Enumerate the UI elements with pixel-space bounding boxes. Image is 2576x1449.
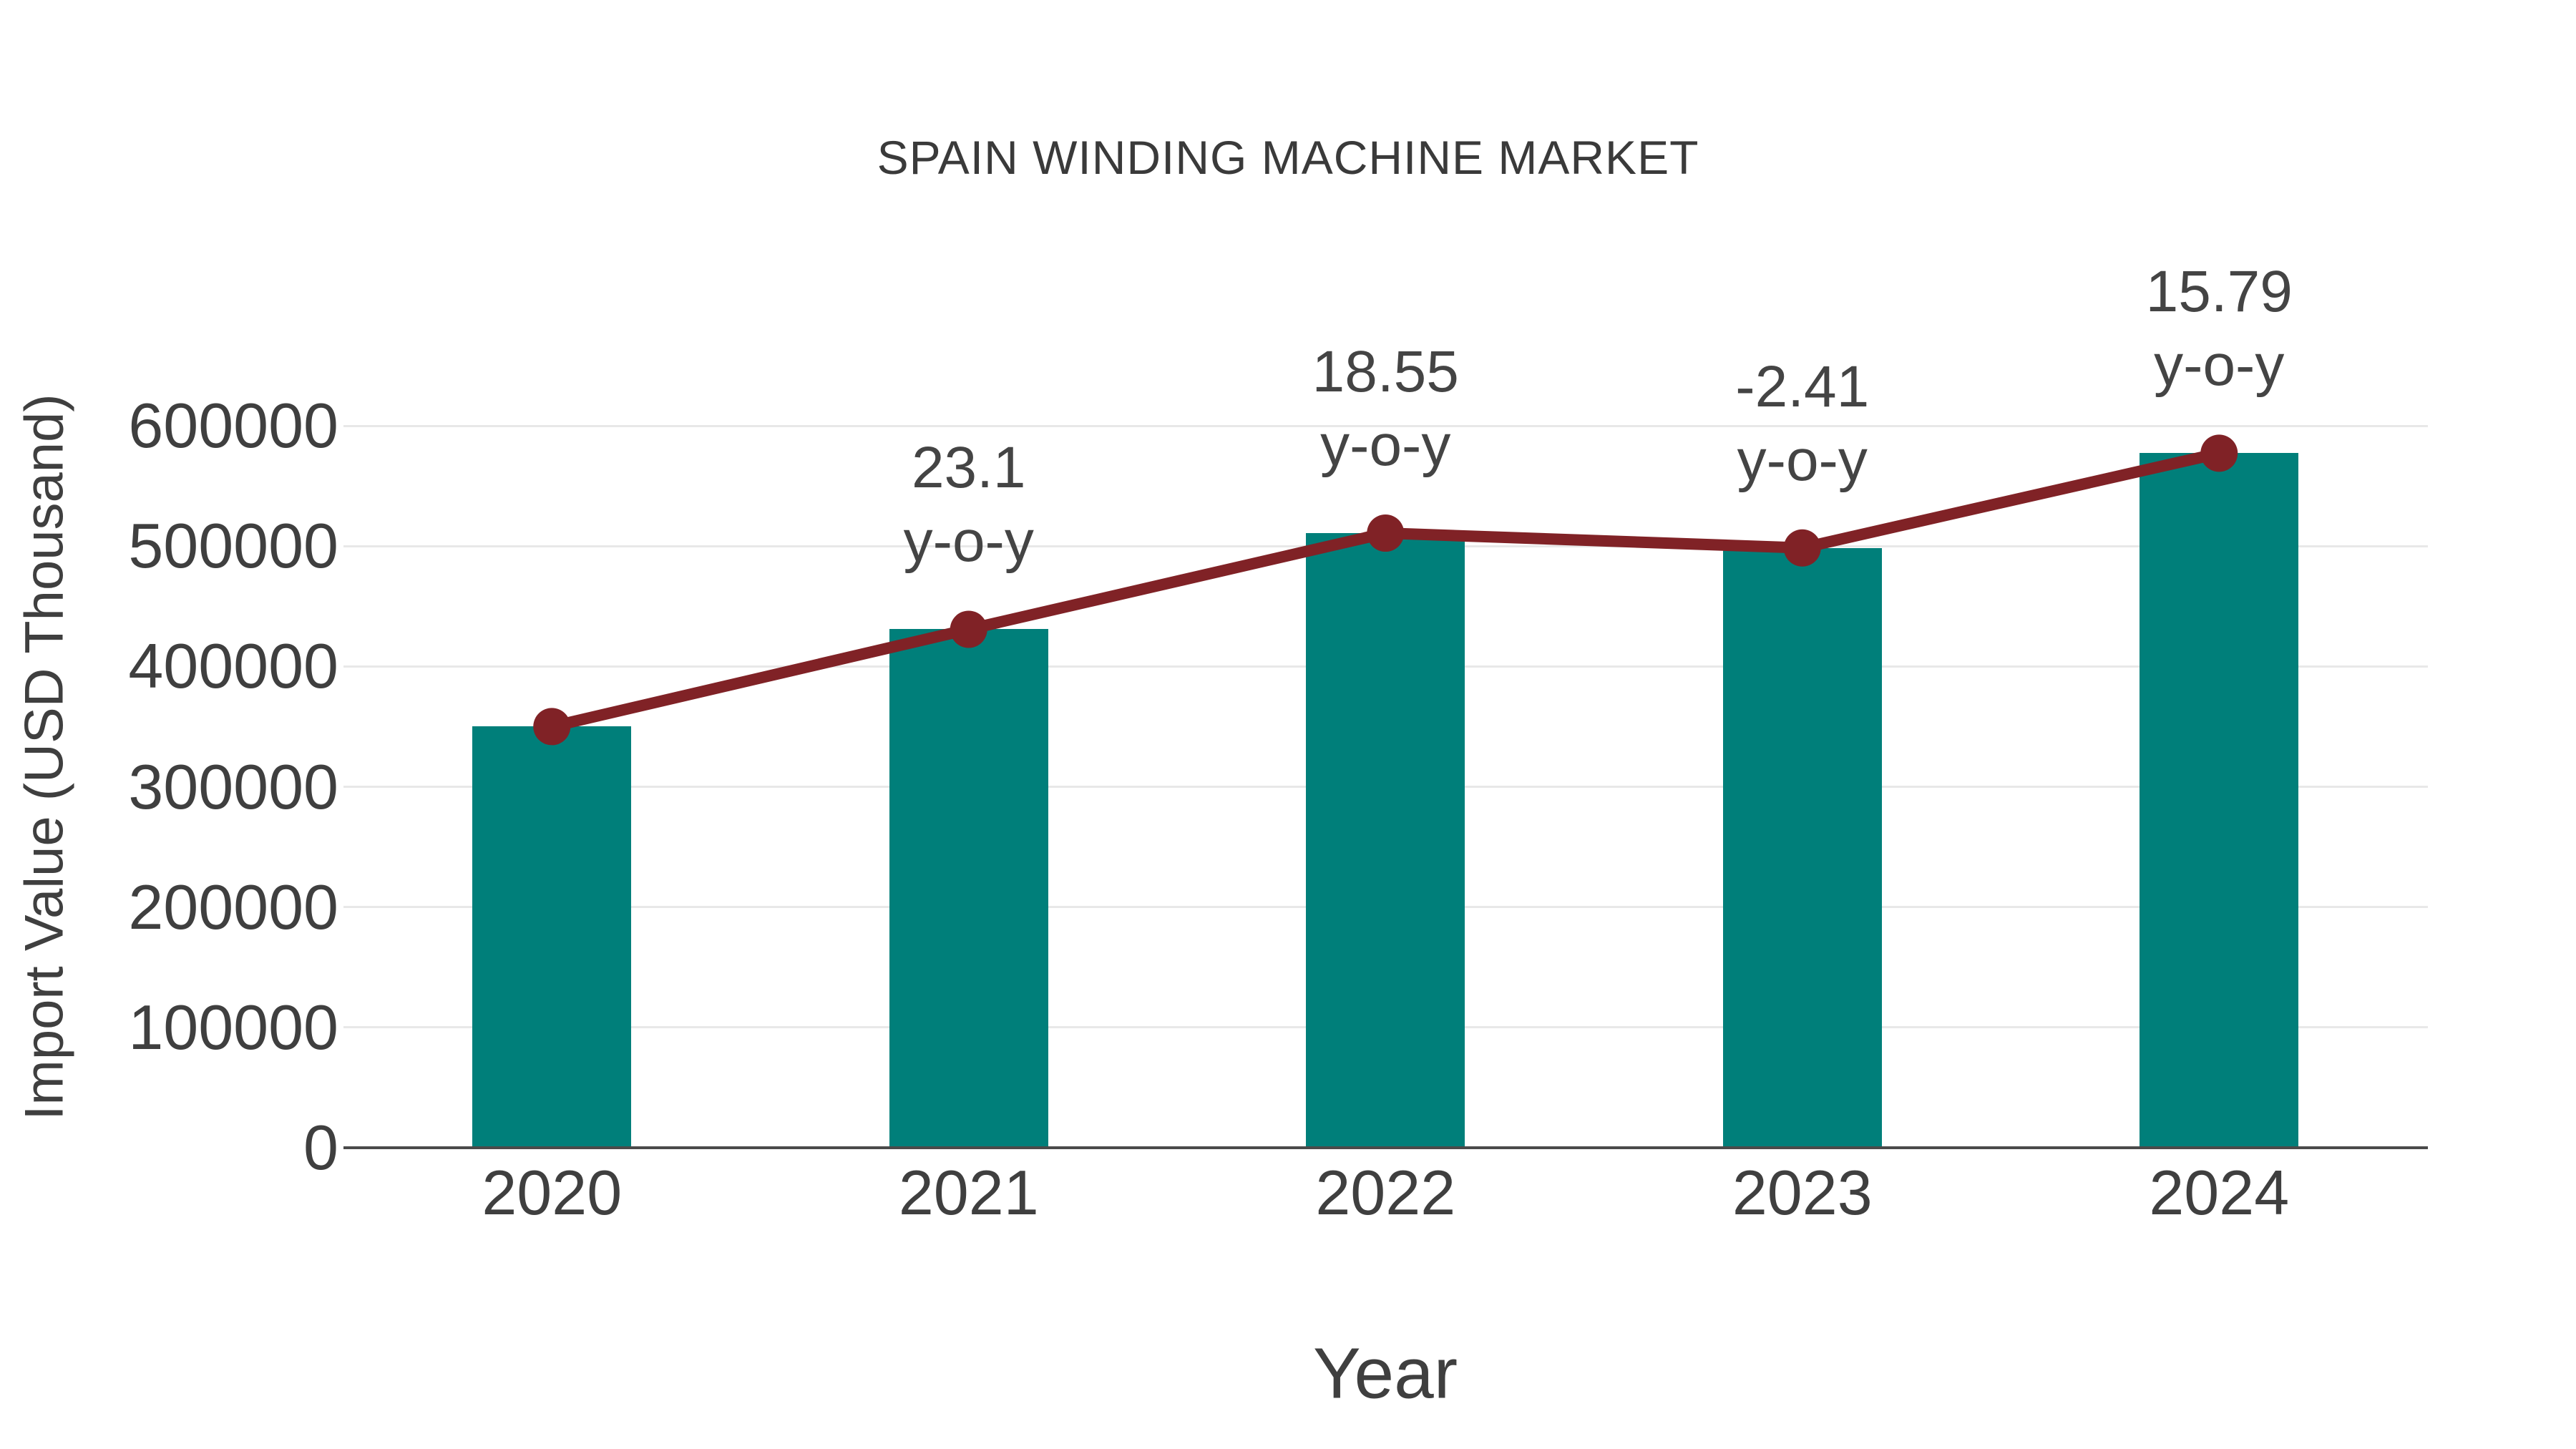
annotation-value-2021: 23.1 xyxy=(911,435,1026,501)
y-tick-label-600000: 600000 xyxy=(128,390,338,461)
annotation-value-2022: 18.55 xyxy=(1312,339,1459,405)
chart-title: SPAIN WINDING MACHINE MARKET xyxy=(877,131,1699,184)
y-tick-label-500000: 500000 xyxy=(128,510,338,582)
y-tick-label-200000: 200000 xyxy=(128,871,338,942)
x-tick-label-2023: 2023 xyxy=(1732,1157,1873,1228)
x-axis-line xyxy=(343,1146,2428,1149)
bar-2022 xyxy=(1306,533,1465,1148)
annotation-yoy-2023: y-o-y xyxy=(1737,427,1868,493)
yoy-marker-2020 xyxy=(533,708,571,746)
annotation-value-2024: 15.79 xyxy=(2145,259,2293,325)
annotation-value-2023: -2.41 xyxy=(1735,353,1870,419)
y-tick-label-400000: 400000 xyxy=(128,630,338,702)
bar-2020 xyxy=(472,726,632,1148)
bar-2023 xyxy=(1722,547,1882,1148)
x-tick-label-2020: 2020 xyxy=(482,1157,623,1228)
y-tick-label-300000: 300000 xyxy=(128,751,338,822)
yoy-line xyxy=(550,447,2221,733)
yoy-marker-2022 xyxy=(1367,514,1405,552)
yoy-marker-2024 xyxy=(2200,434,2238,472)
x-tick-label-2022: 2022 xyxy=(1315,1157,1456,1228)
yoy-marker-2023 xyxy=(1783,529,1821,567)
annotation-yoy-2024: y-o-y xyxy=(2154,333,2285,399)
bar-2024 xyxy=(2140,453,2299,1148)
bar-2021 xyxy=(889,629,1048,1148)
x-tick-label-2021: 2021 xyxy=(898,1157,1039,1228)
gridline-600000 xyxy=(343,424,2428,427)
x-axis-title: Year xyxy=(1312,1333,1458,1414)
y-tick-label-100000: 100000 xyxy=(128,991,338,1063)
x-tick-label-2024: 2024 xyxy=(2149,1157,2290,1228)
yoy-marker-2021 xyxy=(950,610,987,648)
annotation-yoy-2022: y-o-y xyxy=(1320,413,1451,479)
annotation-yoy-2021: y-o-y xyxy=(903,509,1034,575)
y-tick-label-0: 0 xyxy=(303,1112,338,1183)
